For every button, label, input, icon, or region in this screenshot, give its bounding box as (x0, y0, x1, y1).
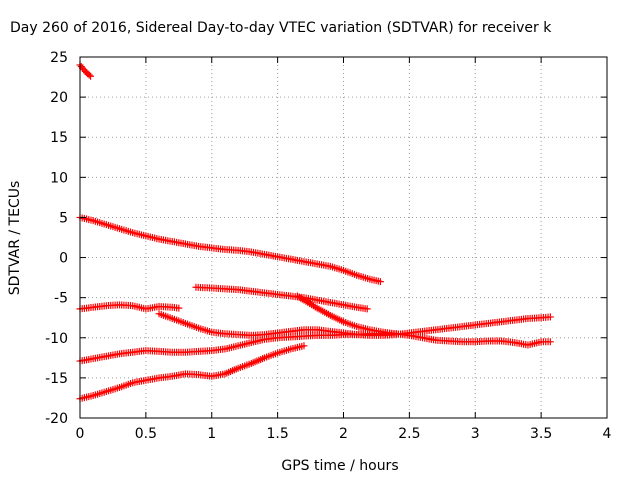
chart-title: Day 260 of 2016, Sidereal Day-to-day VTE… (10, 20, 552, 36)
series-track (76, 330, 400, 365)
grid-lines (80, 57, 607, 418)
y-tick-label: 20 (50, 90, 68, 106)
x-tick-label: 3 (471, 426, 480, 442)
y-tick-label: 15 (50, 130, 68, 146)
y-tick-label: 10 (50, 170, 68, 186)
data-point (300, 342, 308, 350)
x-tick-label: 1 (207, 426, 216, 442)
x-tick-label: 2.5 (398, 426, 420, 442)
y-tick-label: -10 (45, 331, 68, 347)
series-track (76, 213, 384, 286)
x-tick-label: 2 (339, 426, 348, 442)
x-tick-label: 0 (76, 426, 85, 442)
series-track (76, 342, 308, 403)
data-points (76, 61, 554, 403)
data-point (175, 304, 183, 312)
y-tick-label: 0 (59, 251, 68, 267)
data-point (546, 313, 554, 321)
series-track (76, 61, 95, 80)
y-tick-label: -20 (45, 411, 68, 427)
data-point (85, 71, 93, 79)
series-track (192, 283, 371, 313)
x-tick-label: 3.5 (530, 426, 552, 442)
y-axis-label: SDTVAR / TECUs (7, 181, 23, 296)
data-point (392, 330, 400, 338)
data-point (298, 295, 306, 303)
data-point (376, 278, 384, 286)
axis-ticks: 0 0.5 1 1.5 2 2.5 3 3.5 4 -20 -15 -10 -5 0 5 10 15 20 25 (45, 50, 611, 442)
data-point (363, 305, 371, 313)
y-tick-label: 25 (50, 50, 68, 66)
data-point (87, 72, 95, 80)
x-axis-label: GPS time / hours (281, 458, 398, 474)
series-track (76, 301, 183, 313)
y-tick-label: -5 (54, 291, 68, 307)
y-tick-label: -15 (45, 371, 68, 387)
x-tick-label: 0.5 (135, 426, 157, 442)
data-point (546, 338, 554, 346)
y-tick-label: 5 (59, 210, 68, 226)
x-tick-label: 4 (603, 426, 612, 442)
x-tick-label: 1.5 (266, 426, 288, 442)
